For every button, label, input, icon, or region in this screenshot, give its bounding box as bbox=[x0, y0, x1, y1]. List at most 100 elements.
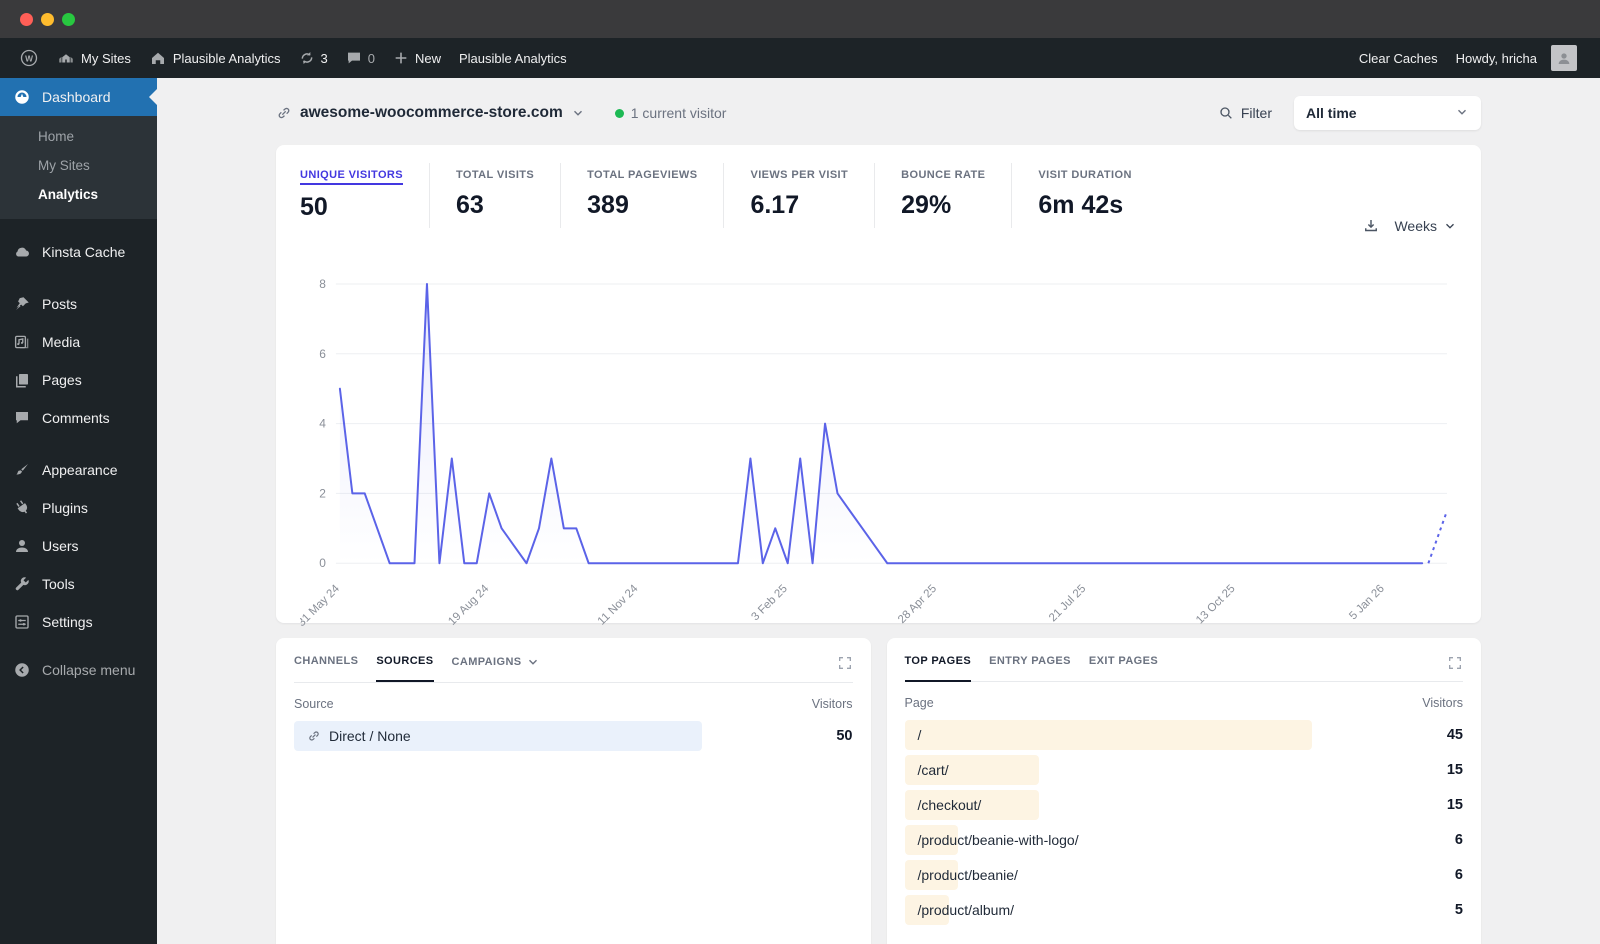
page-visitors: 15 bbox=[1446, 762, 1463, 778]
sidebar-item-label: Pages bbox=[42, 372, 82, 388]
pages-visitors-header: Visitors bbox=[1422, 696, 1463, 710]
clear-caches-button[interactable]: Clear Caches bbox=[1358, 50, 1438, 66]
current-page-title[interactable]: Plausible Analytics bbox=[450, 38, 576, 78]
my-sites-menu[interactable]: My Sites bbox=[48, 38, 140, 78]
sources-visitors-header: Visitors bbox=[811, 697, 853, 711]
site-selector[interactable]: awesome-woocommerce-store.com bbox=[276, 104, 585, 122]
stat-bounce-rate[interactable]: Bounce rate 29% bbox=[901, 163, 1013, 228]
sidebar-item-appearance[interactable]: Appearance bbox=[0, 451, 157, 489]
paintbrush-icon bbox=[12, 460, 32, 480]
stat-total-visits[interactable]: Total visits 63 bbox=[456, 163, 562, 228]
stat-views-per-visit[interactable]: Views per visit 6.17 bbox=[750, 163, 876, 228]
page-row[interactable]: /cart/ 15 bbox=[904, 755, 1463, 785]
page-visitors: 6 bbox=[1454, 832, 1463, 848]
sidebar-item-home[interactable]: Home bbox=[38, 129, 75, 144]
comments-menu[interactable]: 0 bbox=[337, 38, 384, 78]
sidebar-item-dashboard[interactable]: Dashboard bbox=[0, 78, 157, 116]
tab-entry-pages[interactable]: Entry Pages bbox=[989, 655, 1071, 667]
tab-campaigns[interactable]: Campaigns bbox=[452, 655, 540, 682]
sidebar-item-settings[interactable]: Settings bbox=[0, 603, 157, 641]
wrench-icon bbox=[12, 574, 32, 594]
sidebar-item-label: Appearance bbox=[42, 462, 118, 478]
settings-sliders-icon bbox=[12, 612, 32, 632]
stat-value: 50 bbox=[300, 193, 328, 221]
link-icon bbox=[276, 105, 292, 121]
chevron-down-icon bbox=[1446, 223, 1454, 229]
tab-top-pages[interactable]: Top Pages bbox=[904, 655, 972, 682]
chevron-down-icon bbox=[571, 106, 585, 120]
new-content-menu[interactable]: New bbox=[384, 38, 450, 78]
site-link[interactable]: Plausible Analytics bbox=[140, 38, 290, 78]
current-visitors[interactable]: 1 current visitor bbox=[614, 105, 726, 121]
download-export-button[interactable] bbox=[1362, 217, 1380, 235]
sidebar-item-media[interactable]: Media bbox=[0, 323, 157, 361]
page-path: /cart/ bbox=[917, 762, 949, 778]
page-row[interactable]: /product/beanie-with-logo/ 6 bbox=[904, 825, 1463, 855]
page-path: /product/beanie/ bbox=[917, 867, 1018, 883]
site-link-label: Plausible Analytics bbox=[172, 50, 281, 66]
tab-exit-pages[interactable]: Exit Pages bbox=[1088, 655, 1159, 667]
svg-text:21 Jul 25: 21 Jul 25 bbox=[1047, 583, 1088, 624]
filter-label: Filter bbox=[1240, 105, 1272, 121]
stat-visit-duration[interactable]: Visit duration 6m 42s bbox=[1038, 169, 1132, 219]
page-row[interactable]: /product/beanie/ 6 bbox=[904, 860, 1463, 890]
new-label: New bbox=[414, 50, 441, 66]
page-row[interactable]: /product/album/ 5 bbox=[904, 895, 1463, 925]
svg-text:W: W bbox=[25, 53, 33, 63]
sidebar-item-analytics[interactable]: Analytics bbox=[38, 187, 99, 202]
page-path: / bbox=[917, 727, 922, 743]
window-controls bbox=[20, 12, 75, 26]
svg-text:28 Apr 25: 28 Apr 25 bbox=[896, 583, 939, 626]
visitors-chart-svg: 0 2 4 6 8 31 May 24 19 Aug 24 11 Nov 24 3 Feb 25… bbox=[300, 277, 1448, 629]
sidebar-item-plugins[interactable]: Plugins bbox=[0, 489, 157, 527]
my-account-menu[interactable]: Howdy, hricha bbox=[1447, 45, 1586, 71]
sidebar-item-label: Plugins bbox=[42, 500, 88, 516]
sidebar-item-tools[interactable]: Tools bbox=[0, 565, 157, 603]
plus-icon bbox=[393, 50, 409, 66]
stat-value: 6.17 bbox=[750, 191, 800, 219]
comments-icon bbox=[12, 408, 32, 428]
stat-total-pageviews[interactable]: Total pageviews 389 bbox=[587, 163, 725, 228]
stat-unique-visitors[interactable]: Unique visitors 50 bbox=[300, 163, 430, 228]
collapse-menu-label: Collapse menu bbox=[42, 662, 136, 678]
svg-text:13 Oct 25: 13 Oct 25 bbox=[1194, 583, 1238, 627]
page-title-label: Plausible Analytics bbox=[459, 50, 567, 66]
page-row[interactable]: /checkout/ 15 bbox=[904, 790, 1463, 820]
page-row-bar bbox=[904, 825, 958, 855]
sidebar-item-label: Tools bbox=[42, 576, 75, 592]
filter-button[interactable]: Filter bbox=[1218, 105, 1272, 121]
sidebar-item-pages[interactable]: Pages bbox=[0, 361, 157, 399]
sidebar-item-label: Users bbox=[42, 538, 79, 554]
page-row-bar bbox=[904, 755, 1040, 785]
expand-sources-button[interactable] bbox=[837, 655, 853, 676]
pages-panel: Top Pages Entry Pages Exit Pages Page Vi… bbox=[886, 638, 1481, 944]
zoom-window-button[interactable] bbox=[62, 12, 75, 26]
tab-channels[interactable]: Channels bbox=[294, 655, 359, 667]
tab-sources[interactable]: Sources bbox=[376, 655, 434, 682]
sidebar-item-kinsta-cache[interactable]: Kinsta Cache bbox=[0, 233, 157, 271]
updates-menu[interactable]: 3 bbox=[290, 38, 337, 78]
close-window-button[interactable] bbox=[20, 12, 33, 26]
svg-text:5 Jan 26: 5 Jan 26 bbox=[1347, 583, 1387, 623]
sidebar-item-my-sites[interactable]: My Sites bbox=[38, 158, 90, 173]
sidebar-item-comments[interactable]: Comments bbox=[0, 399, 157, 437]
page-row[interactable]: / 45 bbox=[904, 720, 1463, 750]
avatar bbox=[1551, 45, 1577, 71]
expand-pages-button[interactable] bbox=[1447, 655, 1463, 676]
comments-count: 0 bbox=[367, 50, 375, 66]
page-path: /product/album/ bbox=[917, 902, 1015, 918]
minimize-window-button[interactable] bbox=[41, 12, 54, 26]
sidebar-item-posts[interactable]: Posts bbox=[0, 285, 157, 323]
collapse-menu-button[interactable]: Collapse menu bbox=[0, 651, 157, 689]
source-row[interactable]: Direct / None 50 bbox=[294, 721, 853, 751]
chevron-down-icon bbox=[1455, 105, 1469, 122]
sidebar-item-label: Kinsta Cache bbox=[42, 244, 126, 260]
wp-logo-menu[interactable]: W bbox=[10, 38, 48, 78]
link-icon bbox=[307, 729, 321, 743]
sidebar-item-users[interactable]: Users bbox=[0, 527, 157, 565]
svg-text:3 Feb 25: 3 Feb 25 bbox=[749, 583, 790, 624]
sidebar-item-label: Dashboard bbox=[42, 89, 111, 105]
pages-icon bbox=[12, 370, 32, 390]
interval-select[interactable]: Weeks bbox=[1394, 218, 1457, 234]
date-range-select[interactable]: All time bbox=[1294, 96, 1481, 130]
